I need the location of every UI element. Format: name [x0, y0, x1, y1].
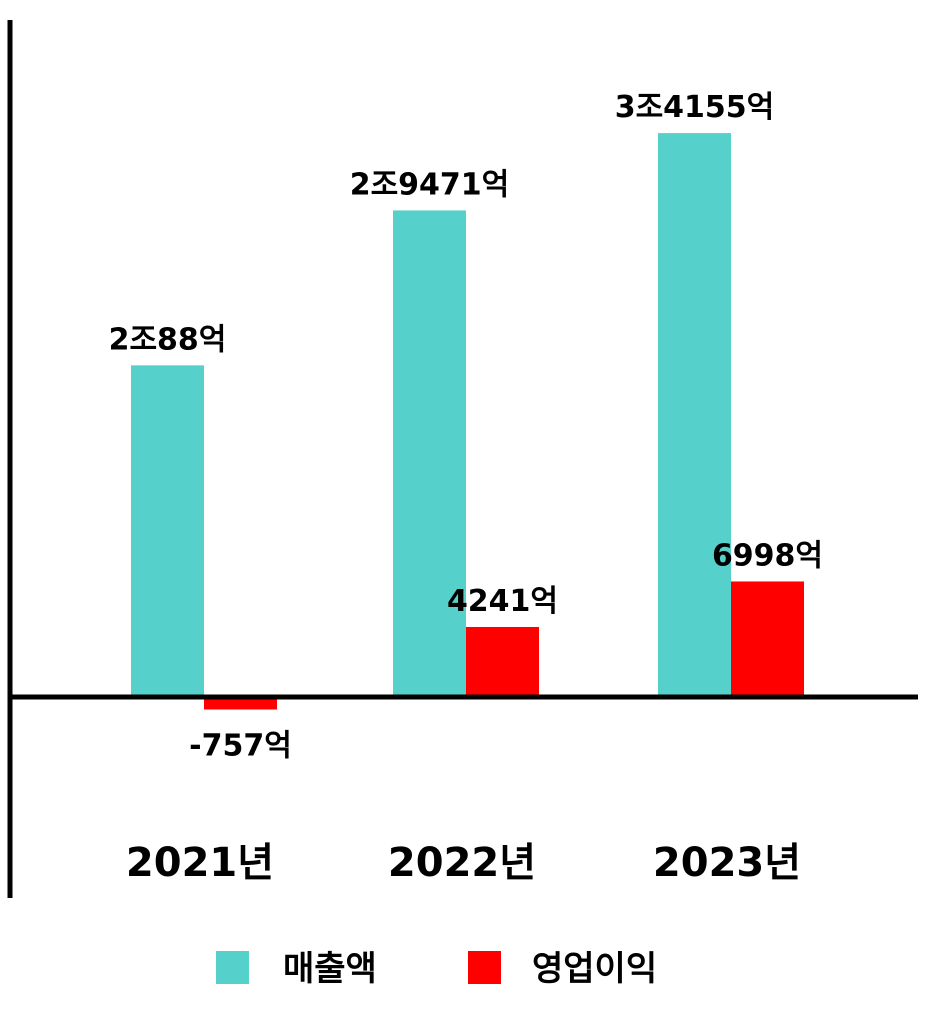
- bar-series-1-cat-1: [466, 626, 539, 697]
- category-label-2: 2023년: [653, 840, 801, 886]
- bar-series-0-cat-0: [131, 365, 204, 697]
- category-label-1: 2022년: [388, 840, 536, 886]
- labels-layer: 2조88억 2조9471억 3조4155억 -757억 4241억 6998억 2021년 2…: [109, 90, 823, 886]
- value-label-series-1-cat-1: 4241억: [447, 584, 558, 619]
- value-label-series-0-cat-1: 2조9471억: [350, 167, 510, 202]
- bar-series-1-cat-0: [204, 697, 277, 710]
- category-label-0: 2021년: [126, 840, 274, 886]
- value-label-series-0-cat-2: 3조4155억: [615, 90, 775, 125]
- legend-label-1: 영업이익: [532, 949, 657, 989]
- bar-series-0-cat-1: [393, 210, 466, 698]
- value-label-series-1-cat-0: -757억: [189, 728, 292, 763]
- legend: 매출액 영업이익: [216, 949, 657, 989]
- legend-label-0: 매출액: [283, 949, 377, 989]
- axes-layer: [7, 20, 918, 898]
- bar-series-0-cat-2: [658, 133, 731, 697]
- value-label-series-1-cat-2: 6998억: [712, 538, 823, 573]
- legend-swatch-1: [468, 951, 501, 984]
- legend-swatch-0: [216, 951, 249, 984]
- bar-series-1-cat-2: [731, 581, 804, 697]
- bars-layer: [131, 133, 804, 710]
- value-label-series-0-cat-0: 2조88억: [109, 322, 227, 357]
